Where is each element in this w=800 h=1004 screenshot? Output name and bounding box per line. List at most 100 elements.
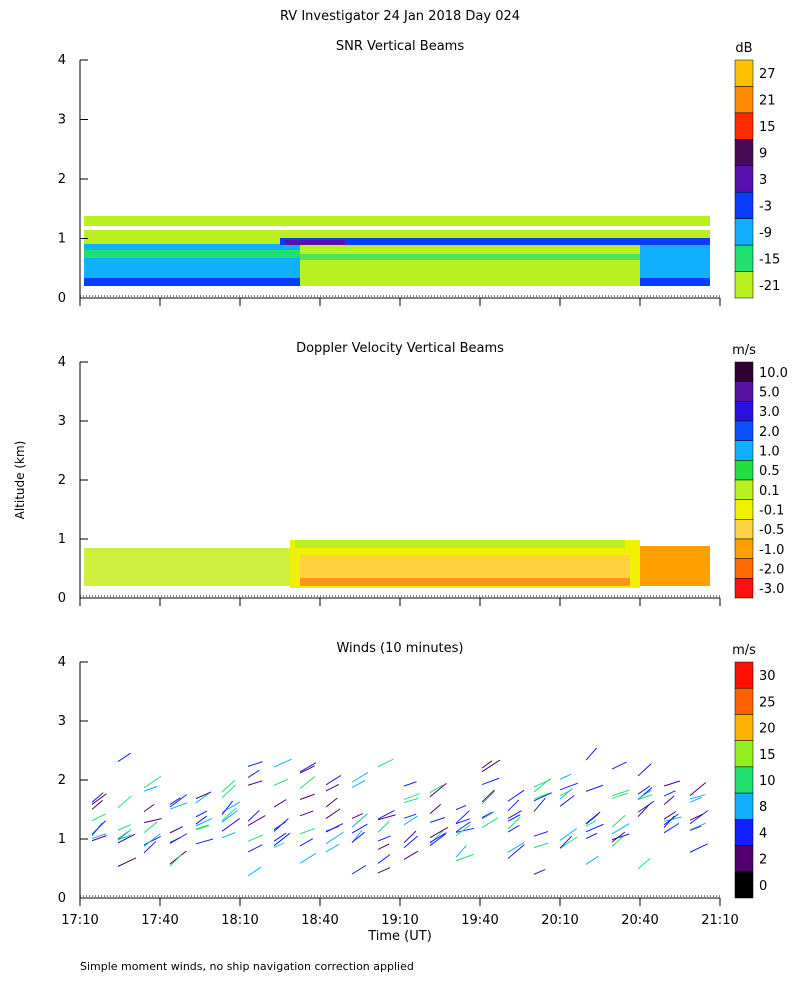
y-tick-label: 4: [58, 355, 66, 370]
barb: [533, 868, 546, 875]
barb: [195, 810, 208, 818]
barb: [351, 813, 368, 828]
colorbar-segment: [734, 714, 754, 741]
barb: [195, 793, 210, 804]
barb: [611, 761, 627, 770]
barb: [611, 833, 630, 841]
barb: [481, 789, 495, 803]
barb: [455, 810, 470, 824]
barb: [273, 778, 289, 786]
y-tick-label: 1: [58, 532, 66, 547]
barb: [91, 835, 107, 842]
colorbar-label: 2.0: [759, 425, 780, 440]
y-tick-label: 3: [58, 113, 66, 128]
barb: [403, 835, 418, 849]
barb: [143, 818, 162, 824]
barb: [325, 831, 344, 845]
barb: [299, 838, 314, 847]
barb: [377, 867, 391, 874]
colorbar-segment: [734, 361, 754, 382]
colorbar-label: 30: [759, 669, 776, 684]
barb: [91, 800, 103, 810]
barb: [247, 866, 262, 877]
barb: [403, 815, 418, 826]
barb: [403, 797, 419, 804]
panel-title: Doppler Velocity Vertical Beams: [296, 341, 504, 356]
barb: [481, 759, 501, 773]
colorbar-segment: [734, 59, 754, 87]
colorbar-label: 2: [759, 853, 767, 868]
barb: [559, 773, 572, 780]
barb: [351, 780, 366, 789]
panel-title: SNR Vertical Beams: [336, 39, 464, 54]
colorbar-label: 1.0: [759, 445, 780, 460]
barb: [195, 791, 212, 800]
barb: [611, 789, 630, 797]
colorbar-segment: [734, 792, 754, 820]
barb: [637, 785, 651, 795]
y-tick-label: 0: [58, 291, 66, 306]
wind-barbs: [91, 747, 709, 877]
barb: [429, 833, 446, 847]
barb: [507, 799, 520, 812]
barb: [689, 796, 702, 803]
barb: [247, 761, 263, 767]
x-tick-label: 19:10: [381, 913, 418, 928]
barb: [117, 824, 131, 831]
barb: [377, 809, 395, 820]
x-tick-label: 20:40: [621, 913, 658, 928]
colorbar-segment: [734, 165, 754, 193]
barb: [195, 815, 207, 825]
barb: [585, 813, 599, 825]
barb: [91, 792, 104, 803]
colorbar-segment: [734, 479, 754, 500]
y-tick-label: 4: [58, 53, 66, 68]
barb: [377, 821, 390, 833]
colorbar-segment: [734, 871, 754, 899]
barb: [325, 823, 344, 833]
y-tick-label: 2: [58, 172, 66, 187]
barb: [611, 831, 626, 843]
colorbar-segment: [734, 218, 754, 246]
y-tick-label: 1: [58, 832, 66, 847]
x-tick-label: 20:10: [541, 913, 578, 928]
barb: [455, 845, 467, 858]
barb: [377, 854, 391, 864]
barb: [455, 827, 475, 833]
barb: [611, 836, 624, 847]
barb: [195, 838, 214, 845]
barb: [507, 810, 522, 819]
colorbar-label: -1.0: [759, 543, 784, 558]
barb: [689, 822, 706, 831]
x-tick-label: 18:10: [221, 913, 258, 928]
colorbar-segment: [734, 440, 754, 461]
colorbar-label: 9: [759, 147, 767, 162]
panel-title: Winds (10 minutes): [336, 641, 463, 656]
y-tick-label: 3: [58, 714, 66, 729]
barb: [117, 752, 131, 763]
barb: [351, 864, 367, 875]
barb: [325, 844, 340, 853]
barb: [91, 793, 107, 805]
barb: [403, 830, 417, 844]
field-background: [84, 216, 710, 588]
barb: [247, 780, 263, 786]
barb: [299, 852, 317, 864]
barb: [559, 782, 579, 791]
colorbar-segment: [734, 244, 754, 272]
barb: [273, 821, 287, 831]
barb: [299, 776, 316, 789]
colorbar-label: -9: [759, 226, 772, 241]
barb: [117, 795, 132, 809]
colorbar-segment: [734, 687, 754, 715]
barb: [689, 794, 706, 800]
colorbar-label: 4: [759, 826, 767, 841]
barb: [637, 789, 652, 800]
colorbar-segment: [734, 86, 754, 114]
colorbar-label: 3: [759, 173, 767, 188]
colorbar-label: 21: [759, 94, 776, 109]
barb: [221, 807, 237, 822]
x-tick-label: 19:40: [461, 913, 498, 928]
barb: [247, 810, 260, 822]
